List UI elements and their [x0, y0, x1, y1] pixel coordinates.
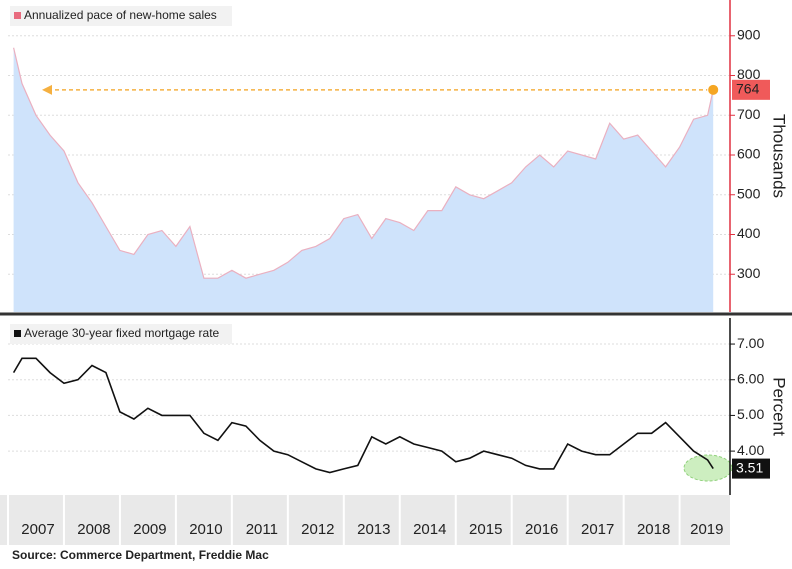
- last-value-box: [732, 79, 770, 100]
- x-tick-label: 2012: [301, 521, 334, 538]
- x-tick-label: 2009: [133, 521, 166, 538]
- y-tick-label: 800: [737, 66, 761, 82]
- x-tick-label: 2007: [21, 521, 54, 538]
- x-tick-label: 2017: [581, 521, 614, 538]
- x-tick-label: 2015: [469, 521, 502, 538]
- arrow-head: [42, 84, 52, 95]
- last-value-label: 3.51: [736, 459, 763, 475]
- y-tick-label: 900: [737, 26, 761, 42]
- y-tick-label: 500: [737, 185, 761, 201]
- x-tick-label: 2018: [637, 521, 670, 538]
- legend-label: Average 30-year fixed mortgage rate: [24, 326, 220, 340]
- highlight: [683, 454, 733, 482]
- x-tick-label: 2010: [189, 521, 222, 538]
- legend-key: [14, 12, 21, 19]
- y-tick-label: 300: [737, 265, 761, 281]
- y-tick-label: 7.00: [737, 335, 764, 351]
- y-tick-label: 5.00: [737, 406, 764, 422]
- x-tick-label: 2011: [246, 521, 278, 538]
- legend-background: [10, 6, 232, 26]
- y-tick-label: 600: [737, 146, 761, 162]
- line: [12, 357, 714, 474]
- x-tick-label: 2008: [77, 521, 110, 538]
- y-tick-label: 4.00: [737, 442, 764, 458]
- x-tick-label: 2013: [357, 521, 390, 538]
- x-tick-label: 2019: [690, 521, 723, 538]
- y-tick-label: 700: [737, 106, 761, 122]
- area: [13, 47, 714, 312]
- x-tick-label: 2016: [525, 521, 558, 538]
- legend-label: Annualized pace of new-home sales: [24, 8, 217, 22]
- legend-key: [14, 330, 21, 337]
- x-tick-label: 2014: [413, 521, 446, 538]
- y-axis-label: Thousands: [770, 114, 789, 198]
- last-value-box: [732, 458, 770, 479]
- x-axis-band: [0, 495, 730, 545]
- area-line: [13, 47, 714, 279]
- source: Source: Commerce Department, Freddie Mac: [12, 548, 269, 562]
- y-axis-label: Percent: [770, 377, 789, 436]
- y-tick-label: 6.00: [737, 370, 764, 386]
- legend-background: [10, 324, 232, 344]
- last-point: [708, 84, 719, 95]
- y-tick-label: 400: [737, 225, 761, 241]
- last-value-label: 764: [736, 81, 760, 97]
